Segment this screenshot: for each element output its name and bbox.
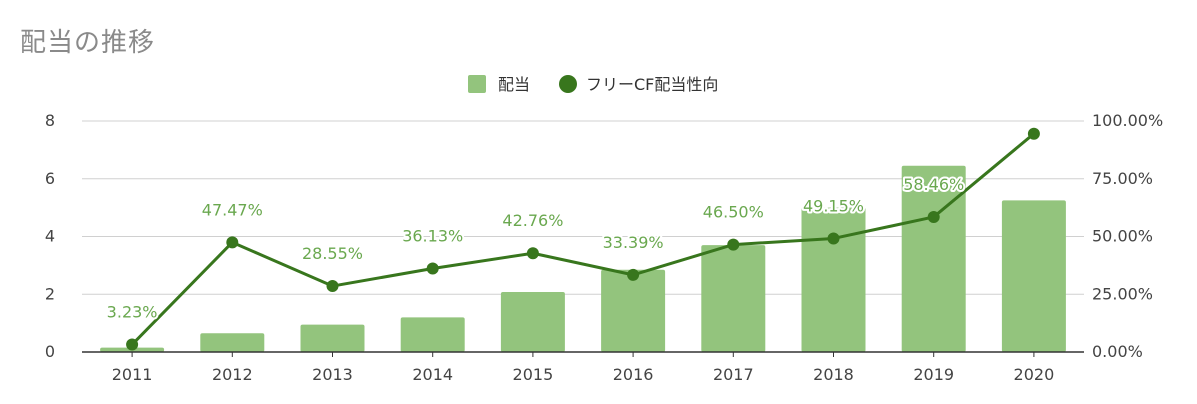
y-left-tick-label: 4: [45, 227, 55, 246]
bar: [300, 324, 365, 352]
bar: [500, 291, 565, 352]
bar: [200, 333, 265, 352]
y-left-tick-label: 6: [45, 169, 55, 188]
line-point: [226, 236, 239, 249]
line-point: [326, 280, 339, 293]
bar: [1001, 200, 1066, 352]
line-series: [131, 132, 1035, 346]
bar: [901, 165, 966, 352]
x-tick-label: 2013: [312, 365, 353, 384]
x-tick-label: 2019: [913, 365, 954, 384]
line-point: [827, 232, 840, 245]
x-tick-label: 2011: [112, 365, 153, 384]
legend-label: 配当: [498, 75, 530, 94]
data-label: 47.47%: [202, 200, 263, 219]
y-right-tick-label: 50.00%: [1092, 227, 1153, 246]
x-tick-label: 2020: [1014, 365, 1055, 384]
line-point: [426, 262, 439, 275]
data-label: 28.55%: [302, 244, 363, 263]
y-left-tick-label: 8: [45, 111, 55, 130]
x-tick-label: 2012: [212, 365, 253, 384]
y-left-tick-label: 0: [45, 342, 55, 361]
data-label: 3.23%: [107, 303, 158, 322]
line-point: [1027, 127, 1040, 140]
x-tick-label: 2014: [412, 365, 453, 384]
data-label: 46.50%: [703, 203, 764, 222]
chart-title: 配当の推移: [20, 28, 156, 58]
x-tick-label: 2018: [813, 365, 854, 384]
line-point: [927, 210, 940, 223]
bar: [801, 207, 866, 352]
data-label: 33.39%: [603, 233, 664, 252]
y-left-tick-label: 2: [45, 284, 55, 303]
legend-swatch-line: [559, 75, 577, 93]
y-right-tick-label: 100.00%: [1092, 111, 1163, 130]
bar: [601, 269, 666, 352]
x-tick-label: 2016: [613, 365, 654, 384]
legend-swatch-bar: [468, 75, 486, 93]
bar: [701, 245, 766, 352]
line-point: [526, 247, 539, 260]
line-point: [627, 268, 640, 281]
x-tick-label: 2015: [513, 365, 554, 384]
line-point: [126, 338, 139, 351]
data-label: 49.15%: [803, 196, 864, 215]
data-label: 36.13%: [402, 227, 463, 246]
data-label: 58.46%: [903, 175, 964, 194]
data-label: 42.76%: [502, 211, 563, 230]
line-point: [727, 238, 740, 251]
bar: [400, 317, 465, 352]
x-tick-label: 2017: [713, 365, 754, 384]
y-right-tick-label: 25.00%: [1092, 284, 1153, 303]
legend-label: フリーCF配当性向: [586, 75, 718, 94]
y-right-tick-label: 75.00%: [1092, 169, 1153, 188]
y-right-tick-label: 0.00%: [1092, 342, 1143, 361]
